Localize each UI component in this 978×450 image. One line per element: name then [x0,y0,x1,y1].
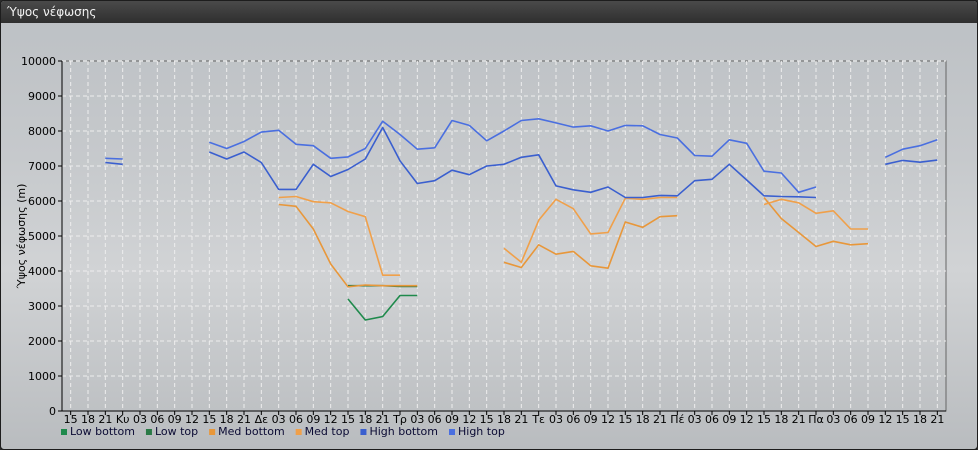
series-line-med-top [763,198,868,230]
legend-swatch [209,429,216,435]
series-line-med-bottom [278,203,418,288]
x-tick-label: 21 [514,413,528,426]
y-tick-label: 6000 [28,195,56,208]
series-line-high-top [105,157,123,160]
series-line-med-top [503,196,678,264]
x-tick-label: 09 [445,413,459,426]
legend-label: High top [458,425,505,438]
series-line-high-top [209,118,817,194]
x-tick-label: 06 [150,413,164,426]
x-tick-label: 21 [653,413,667,426]
y-tick-label: 3000 [28,300,56,313]
legend-label: Low bottom [70,425,135,438]
x-tick-label: 12 [462,413,476,426]
series-line-high-bottom [885,159,938,166]
x-tick-label: 09 [722,413,736,426]
legend-swatch [449,429,455,435]
x-tick-label: 15 [480,413,494,426]
x-tick-label: 12 [878,413,892,426]
legend-label: Med bottom [218,425,285,438]
x-tick-label: 12 [324,413,338,426]
x-tick-label: Δε [255,413,269,426]
x-tick-label: 18 [497,413,511,426]
x-tick-label: 18 [358,413,372,426]
legend-label: Med top [305,425,350,438]
x-tick-label: 21 [376,413,390,426]
x-tick-label: 18 [774,413,788,426]
x-tick-label: Πέ [670,413,684,426]
x-tick-label: 12 [601,413,615,426]
x-tick-label: 03 [133,413,147,426]
legend-swatch [145,429,152,435]
x-tick-label: 18 [220,413,234,426]
y-axis-label: Ύψος νέφωσης (m) [15,184,28,290]
x-tick-label: 09 [306,413,320,426]
x-tick-label: 12 [740,413,754,426]
legend-swatch [295,429,302,435]
x-tick-label: 21 [792,413,806,426]
series-line-high-bottom [105,161,123,166]
series-line-high-top [884,139,938,159]
y-tick-label: 4000 [28,265,56,278]
series-line-med-bottom [503,214,678,270]
x-tick-label: 03 [272,413,286,426]
y-tick-label: 1000 [28,370,56,383]
x-tick-label: 09 [584,413,598,426]
x-tick-label: 21 [237,413,251,426]
y-tick-label: 7000 [28,160,56,173]
x-tick-label: 18 [913,413,927,426]
x-tick-label: Τρ [392,413,407,426]
y-tick-label: 8000 [28,125,56,138]
x-tick-label: 15 [202,413,216,426]
y-tick-label: 0 [49,405,56,418]
x-tick-label: 09 [861,413,875,426]
x-tick-label: 15 [618,413,632,426]
legend-label: High bottom [369,425,438,438]
x-tick-label: 06 [844,413,858,426]
x-tick-label: 03 [826,413,840,426]
x-tick-label: 03 [410,413,424,426]
legend-swatch [61,429,67,435]
chart-title: Ύψος νέφωσης [7,5,97,19]
y-tick-label: 9000 [28,90,56,103]
x-tick-label: 03 [549,413,563,426]
x-tick-label: 15 [757,413,771,426]
y-tick-label: 5000 [28,230,56,243]
x-tick-label: 15 [341,413,355,426]
x-tick-label: 21 [930,413,944,426]
legend-swatch [360,429,367,435]
x-tick-label: 18 [81,413,95,426]
x-tick-label: Κυ [116,413,130,426]
y-tick-label: 10000 [21,55,56,68]
x-tick-label: 03 [688,413,702,426]
legend-label: Low top [155,425,198,438]
y-tick-label: 2000 [28,335,56,348]
x-tick-label: 06 [705,413,719,426]
series-line-med-bottom [763,196,869,248]
x-tick-label: 06 [289,413,303,426]
x-tick-label: 09 [168,413,182,426]
series-line-high-bottom [209,126,817,199]
x-tick-label: 06 [428,413,442,426]
x-tick-label: Πα [808,413,824,426]
x-tick-label: 12 [185,413,199,426]
title-bar: Ύψος νέφωσης [1,1,977,23]
series-line-low-bottom [347,294,418,321]
x-tick-label: 18 [636,413,650,426]
x-tick-label: 15 [896,413,910,426]
x-tick-label: 21 [98,413,112,426]
series-line-med-top [278,195,400,277]
x-tick-label: 06 [566,413,580,426]
x-tick-label: 15 [64,413,78,426]
x-tick-label: Τε [531,413,545,426]
